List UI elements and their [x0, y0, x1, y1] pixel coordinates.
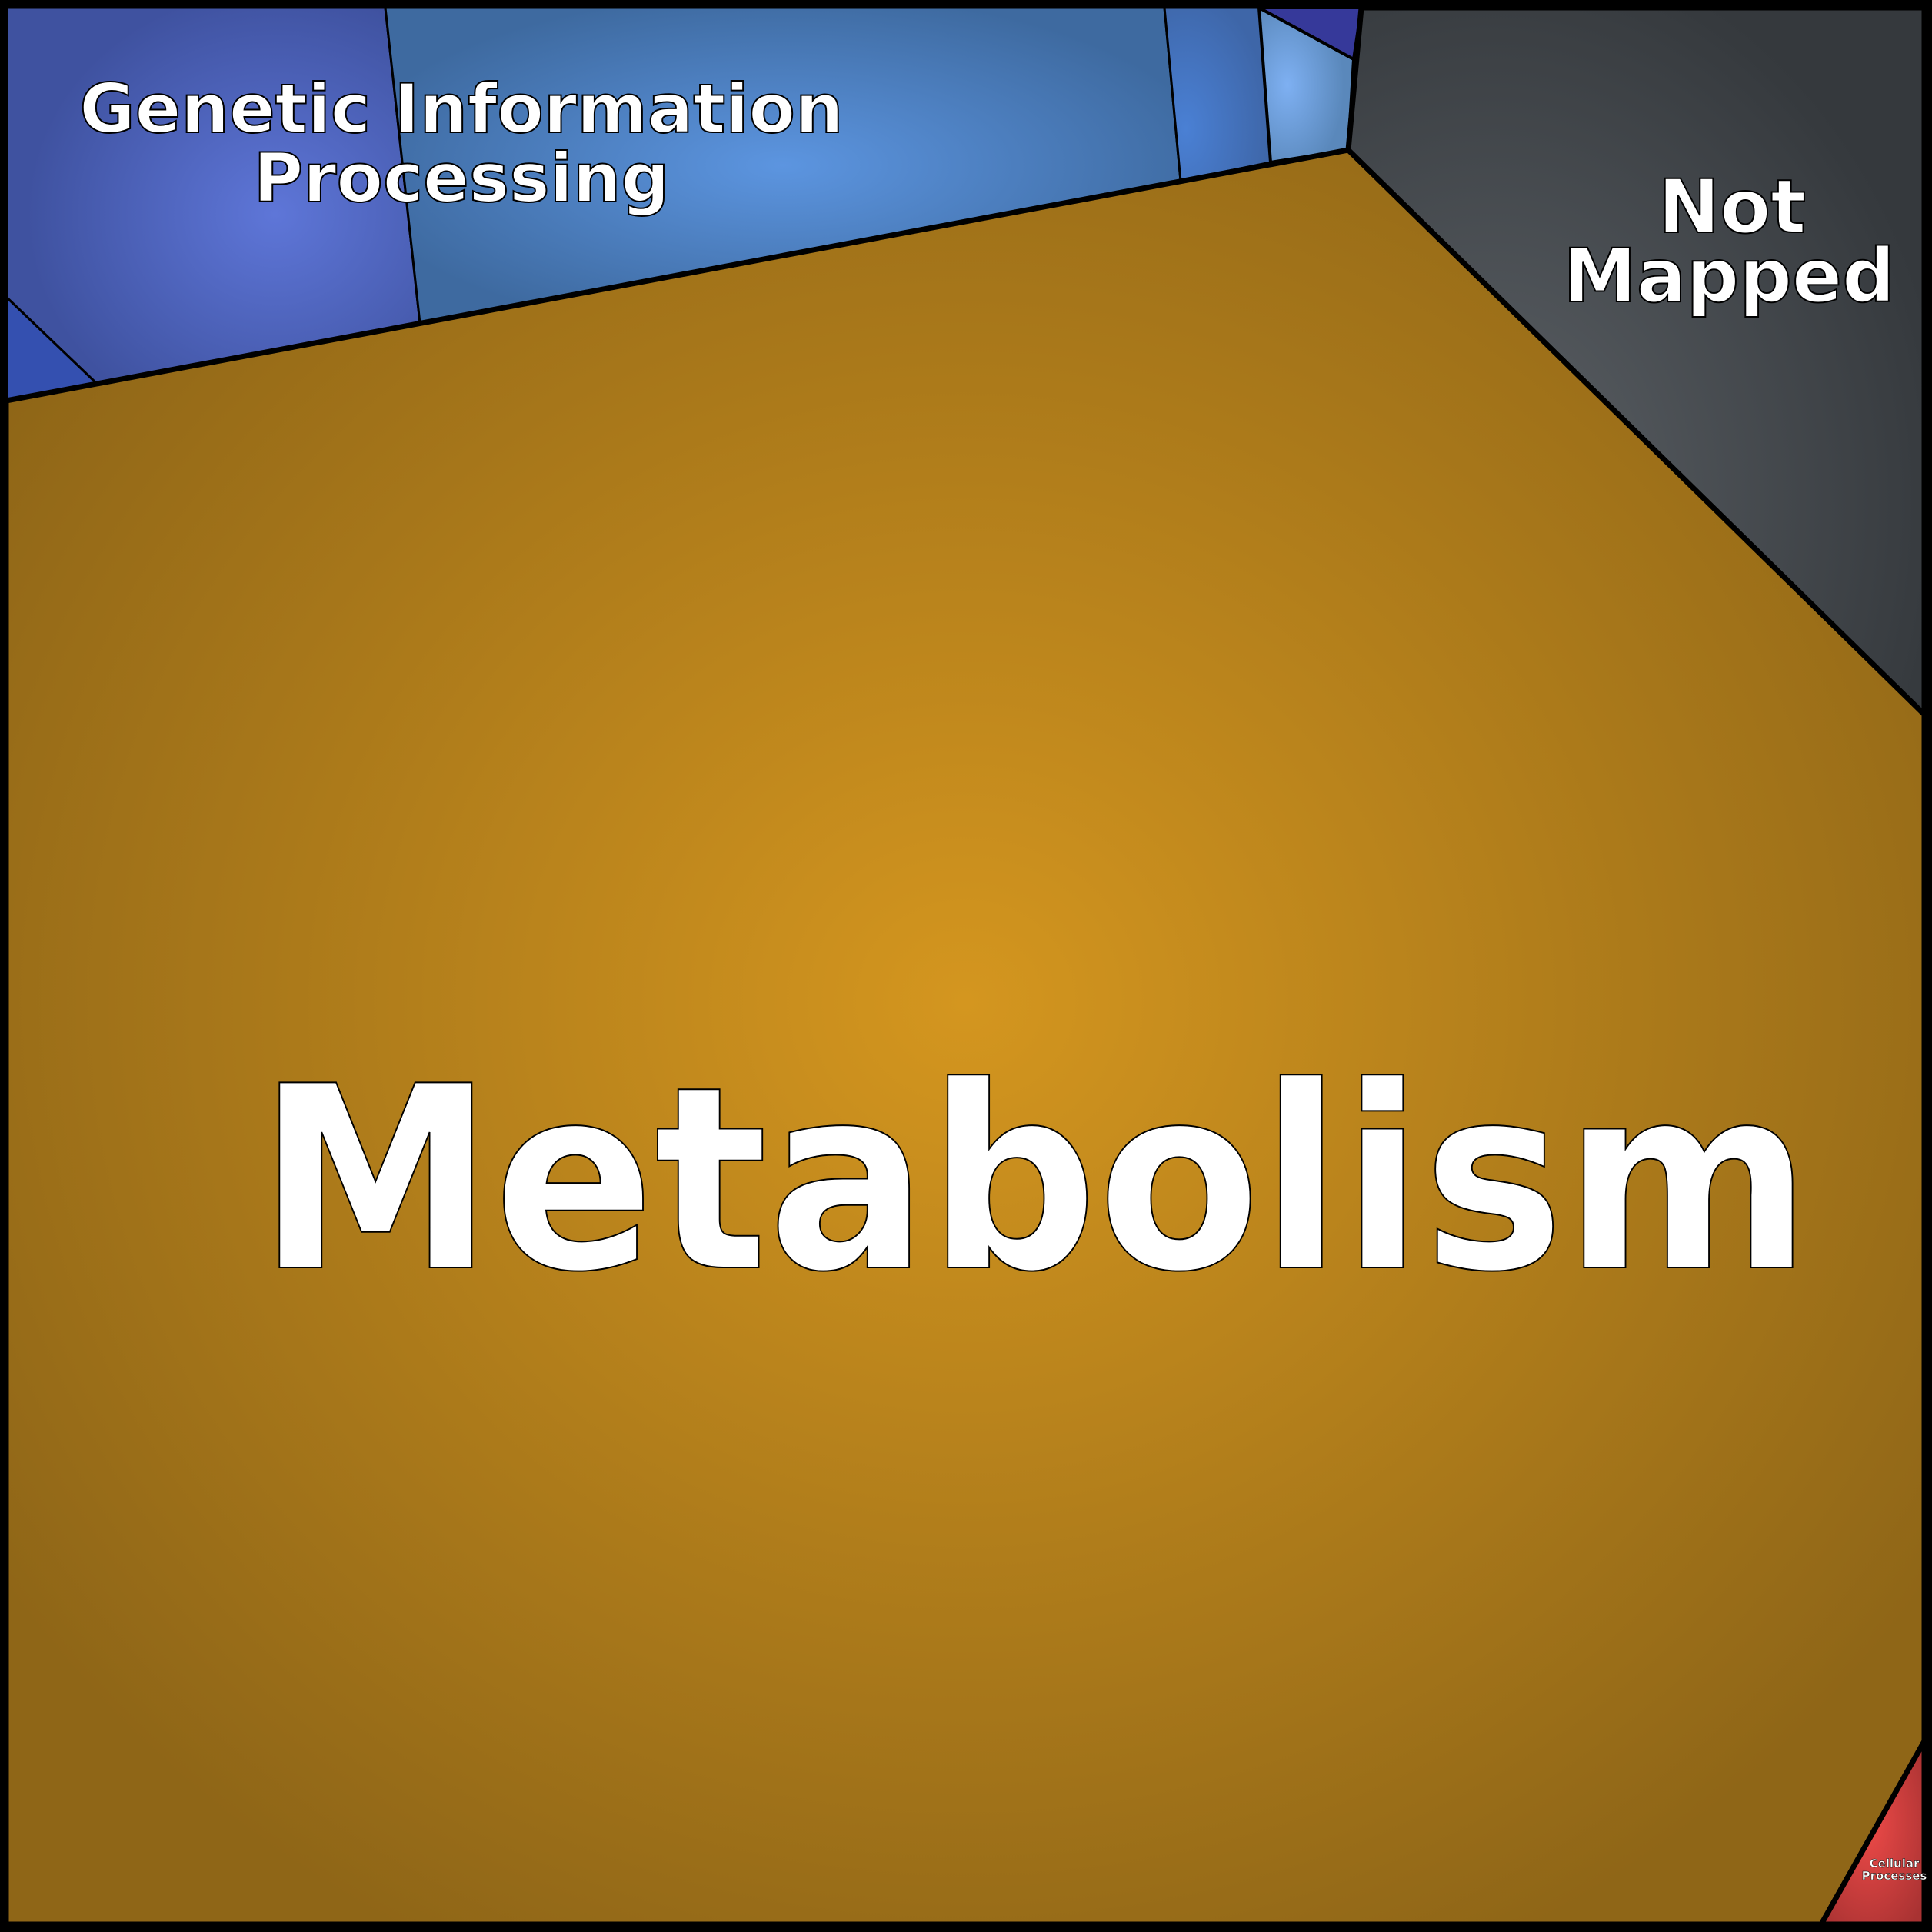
genetic-cell-4 — [1163, 6, 1272, 182]
metabolism-label: Metabolism — [258, 1032, 1811, 1327]
not-mapped-label-line2: Mapped — [1563, 233, 1895, 319]
cellular-label-line1: Cellular — [1870, 1857, 1920, 1870]
not-mapped-label-line1: Not — [1658, 164, 1806, 250]
cellular-label-line2: Processes — [1862, 1869, 1927, 1883]
genetic-label-line1: Genetic Information — [79, 69, 843, 148]
genetic-label-line2: Processing — [254, 138, 670, 218]
